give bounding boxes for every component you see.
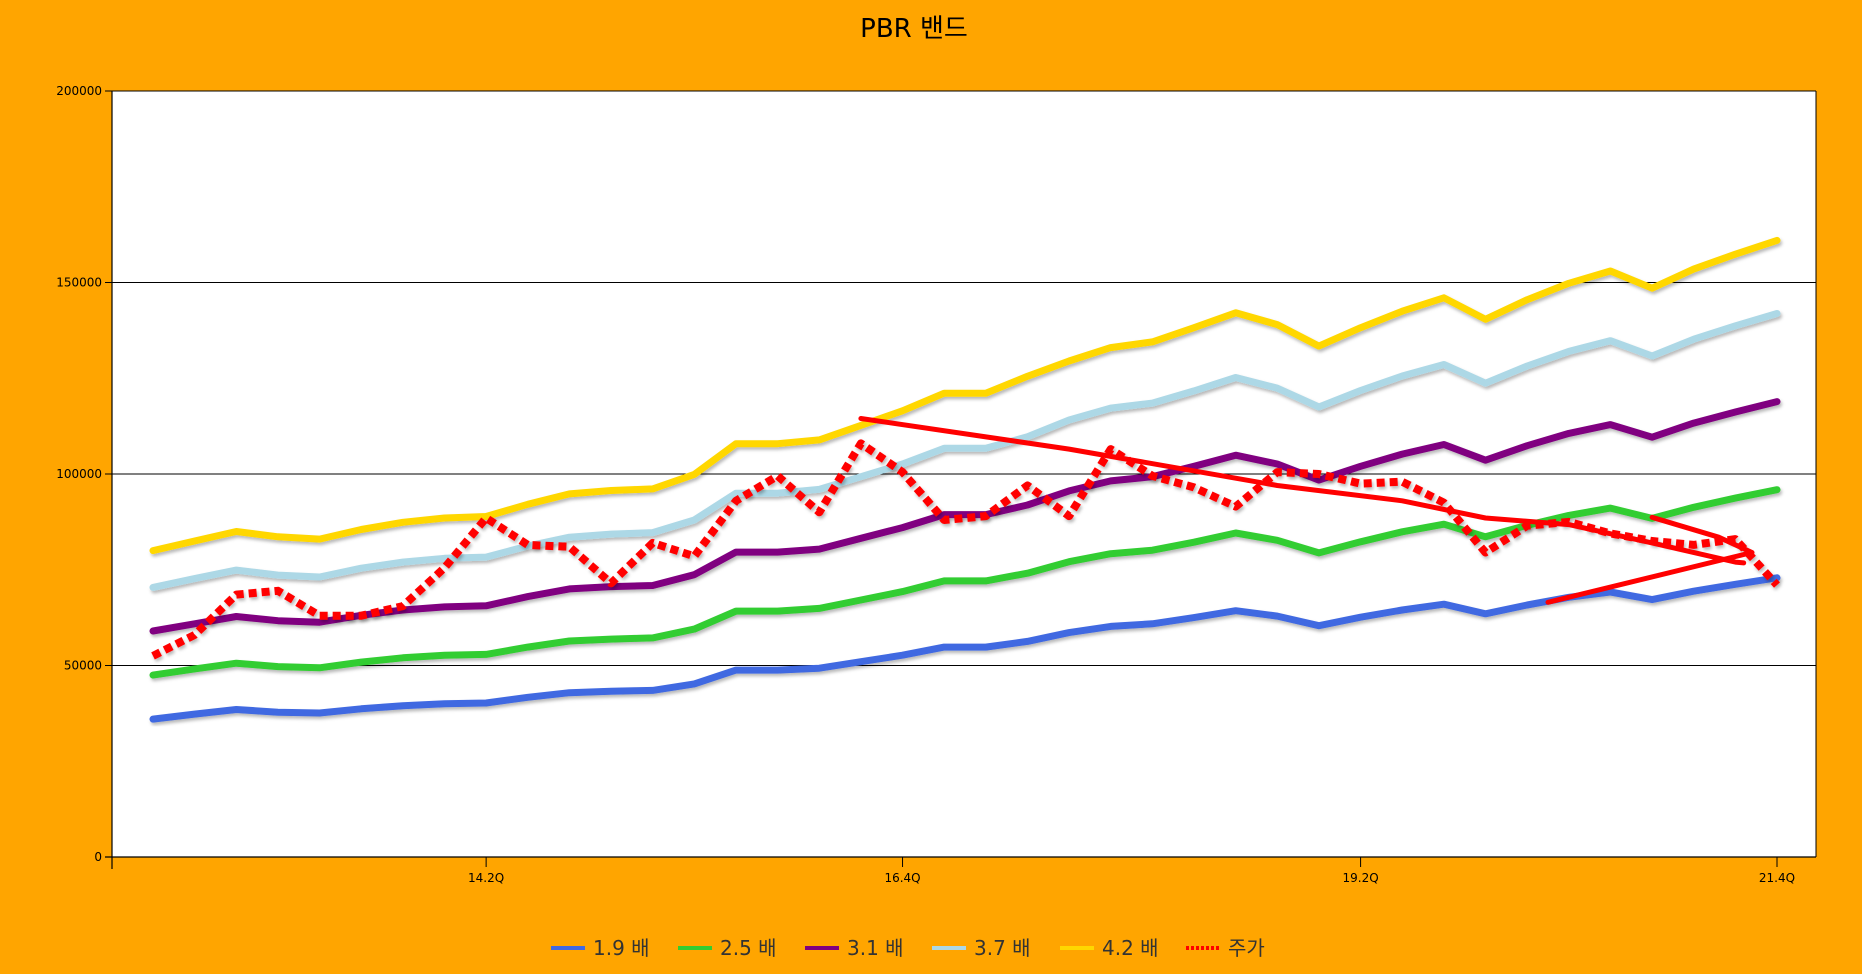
legend-label-5: 주가: [1228, 936, 1265, 960]
chart-title: PBR 밴드: [860, 14, 968, 44]
x-tick-label: 16.4Q: [884, 871, 920, 885]
y-tick-label: 150000: [56, 276, 102, 290]
series-line-2: [149, 398, 1781, 635]
y-tick-label: 0: [94, 850, 102, 864]
legend-label-2: 3.1 배: [847, 936, 904, 960]
axes: 0 50000 100000 150000 200000 14.2Q 16.4Q 19.2Q 2…: [56, 84, 1817, 885]
y-tick-label: 200000: [56, 84, 102, 98]
legend-label-3: 3.7 배: [974, 936, 1031, 960]
series-line-4: [149, 236, 1781, 555]
y-tick-label: 100000: [56, 467, 102, 481]
legend-label-4: 4.2 배: [1102, 936, 1159, 960]
x-tick-label: 14.2Q: [468, 871, 504, 885]
series-line-5: [151, 439, 1780, 660]
annotation-arrow-1: [1545, 514, 1755, 605]
legend-label-0: 1.9 배: [593, 936, 650, 960]
series-line-1: [149, 486, 1781, 679]
legend-label-1: 2.5 배: [720, 936, 777, 960]
x-tick-label: 19.2Q: [1343, 871, 1379, 885]
annotation-arrow-0: [858, 416, 1747, 566]
legend: 1.9 배 2.5 배 3.1 배 3.7 배 4.2 배 주가: [551, 936, 1265, 960]
annotations: [858, 416, 1755, 605]
y-tick-label: 50000: [64, 659, 102, 673]
series-line-3: [149, 310, 1781, 591]
x-tick-label: 21.4Q: [1759, 871, 1795, 885]
series-lines: [149, 236, 1781, 723]
series-line-0: [149, 574, 1781, 723]
